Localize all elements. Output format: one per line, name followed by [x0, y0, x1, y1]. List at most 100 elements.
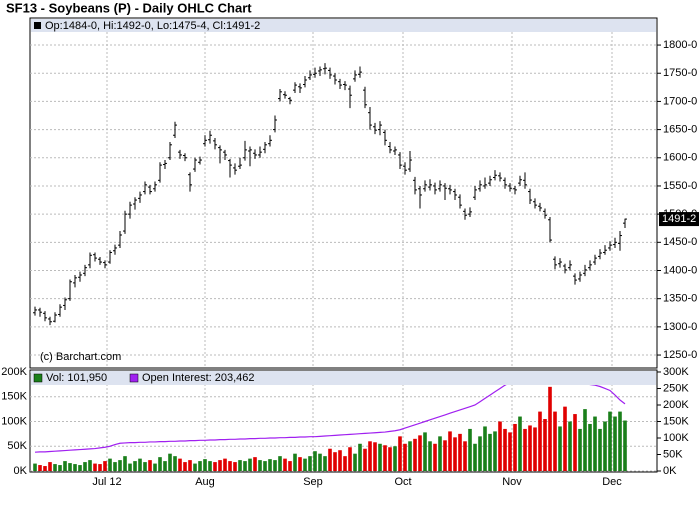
volume-bar [568, 421, 572, 472]
panel [29, 17, 658, 369]
y-tick-label: 1550-0 [663, 180, 697, 192]
volume-bar [233, 462, 237, 472]
volume-bar [58, 465, 62, 472]
volume-bar [153, 463, 157, 472]
volume-bar [513, 423, 517, 472]
volume-bar [528, 425, 532, 472]
volume-bar [413, 438, 417, 472]
volume-bar [158, 457, 162, 472]
volume-bar [598, 428, 602, 472]
y-tick-label: 1700-0 [663, 95, 697, 107]
y2-tick-label: 200K [663, 399, 689, 411]
volume-bar [103, 461, 107, 472]
volume-bar [283, 458, 287, 472]
legend-bar [31, 371, 656, 385]
volume-bar [613, 416, 617, 472]
volume-bar [383, 445, 387, 472]
header-icon [34, 22, 41, 29]
volume-bar [373, 442, 377, 472]
volume-bar [363, 448, 367, 472]
volume-bar [418, 435, 422, 472]
volume-bar [123, 456, 127, 472]
volume-bar [173, 456, 177, 472]
volume-bar [538, 411, 542, 472]
volume-bar [288, 461, 292, 472]
volume-bar [483, 426, 487, 472]
volume-bar [368, 441, 372, 472]
volume-bar [548, 386, 552, 472]
volume-bar [508, 432, 512, 472]
volume-bar [168, 453, 172, 472]
y-tick-label: 1350-0 [663, 293, 697, 305]
volume-bar [323, 456, 327, 472]
volume-bar [468, 428, 472, 472]
volume-bar [473, 443, 477, 472]
y2-tick-label: 150K [663, 415, 689, 427]
volume-bar [403, 443, 407, 472]
volume-bar [488, 433, 492, 472]
volume-bar [93, 463, 97, 472]
volume-bar [203, 459, 207, 472]
volume-bar [263, 461, 267, 472]
volume-bar [108, 458, 112, 472]
y-tick-label: 1250-0 [663, 349, 697, 361]
y-tick-label: 50K [7, 440, 27, 452]
volume-bar [343, 456, 347, 472]
volume-bar [458, 433, 462, 472]
volume-bar [98, 464, 102, 472]
volume-bar [608, 411, 612, 472]
volume-bar [133, 461, 137, 472]
volume-bar [338, 450, 342, 472]
volume-bar [113, 462, 117, 472]
volume-bar [298, 457, 302, 472]
volume-bar [533, 427, 537, 472]
volume-bar [193, 463, 197, 472]
volume-bar [243, 461, 247, 472]
header-text: Op:1484-0, Hi:1492-0, Lo:1475-4, Cl:1491… [45, 20, 260, 32]
y-tick-label: 200K [1, 366, 27, 378]
watermark: (c) Barchart.com [40, 351, 121, 363]
volume-bar [378, 443, 382, 472]
chart-title: SF13 - Soybeans (P) - Daily OHLC Chart [6, 0, 252, 15]
volume-bar [318, 453, 322, 472]
x-tick-label: Aug [195, 476, 215, 488]
volume-bar [73, 464, 77, 472]
volume-bar [223, 458, 227, 472]
volume-bar [33, 463, 37, 472]
volume-bar [188, 460, 192, 472]
volume-bar [478, 436, 482, 472]
volume-bar [253, 457, 257, 472]
volume-bar [248, 458, 252, 472]
volume-bar [293, 453, 297, 472]
volume-bar [178, 458, 182, 472]
volume-bar [228, 461, 232, 472]
volume-bar [433, 443, 437, 472]
volume-bar [593, 416, 597, 472]
volume-bar [543, 419, 547, 472]
volume-bar [63, 461, 67, 472]
volume-bar [558, 426, 562, 472]
x-tick-label: Sep [303, 476, 323, 488]
volume-bar [43, 466, 47, 472]
volume-bar [78, 465, 82, 472]
volume-bar [603, 421, 607, 472]
header-bar [31, 19, 656, 32]
volume-bar [408, 441, 412, 472]
y-tick-label: 150K [1, 391, 27, 403]
volume-bar [353, 453, 357, 472]
x-tick-label: Nov [502, 476, 522, 488]
y2-tick-label: 100K [663, 432, 689, 444]
volume-bar [198, 461, 202, 472]
legend-swatch [33, 373, 43, 383]
volume-bar [333, 452, 337, 472]
y-tick-label: 1600-0 [663, 152, 697, 164]
y-tick-label: 1800-0 [663, 39, 697, 51]
volume-bar [328, 448, 332, 472]
volume-bar [273, 460, 277, 472]
volume-bar [388, 447, 392, 472]
volume-bar [493, 431, 497, 472]
volume-bar [503, 428, 507, 472]
volume-bar [303, 458, 307, 472]
y-tick-label: 0K [14, 465, 28, 477]
